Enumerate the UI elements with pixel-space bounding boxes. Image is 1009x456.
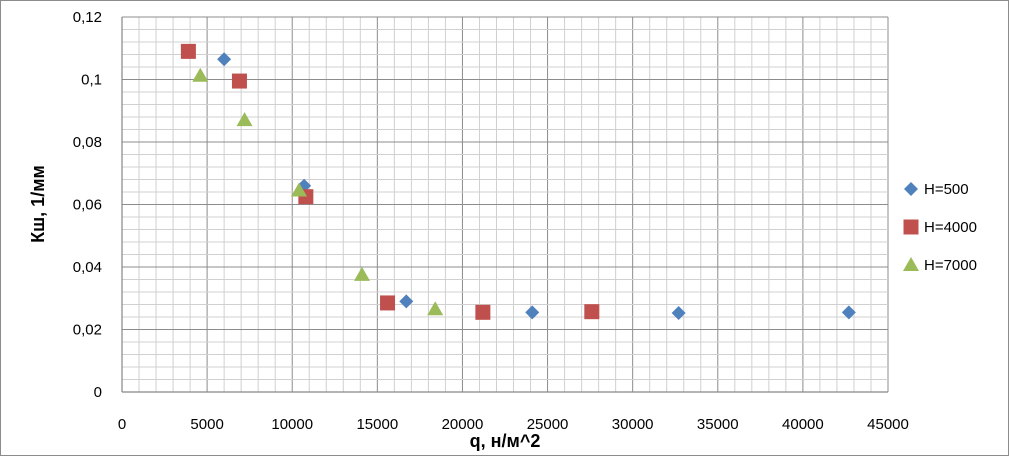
data-point-h-7000	[236, 112, 253, 127]
data-point-h-7000	[354, 266, 371, 281]
legend-label-h-7000: H=7000	[924, 257, 977, 274]
data-point-h-7000	[427, 301, 444, 316]
y-tick-label: 0,02	[73, 322, 102, 339]
x-tick-label: 0	[118, 416, 126, 433]
data-point-h-500	[671, 305, 686, 320]
data-points	[180, 43, 856, 320]
x-tick-label: 45000	[867, 416, 909, 433]
y-axis-title: Кш, 1/мм	[28, 165, 48, 243]
data-point-h-500	[841, 305, 856, 320]
data-point-h-4000	[231, 73, 247, 89]
data-point-h-500	[525, 305, 540, 320]
x-axis-title: q, н/м^2	[470, 431, 541, 451]
y-tick-label: 0	[94, 384, 102, 401]
axes	[121, 17, 888, 393]
legend-label-h-4000: H=4000	[924, 219, 977, 236]
data-point-h-7000	[291, 182, 308, 197]
x-tick-label: 10000	[271, 416, 313, 433]
x-tick-label: 30000	[612, 416, 654, 433]
legend-marker-h-500	[904, 182, 918, 196]
legend-marker-h-4000	[903, 219, 919, 235]
legend: H=500 H=4000 H=7000	[903, 181, 977, 274]
data-point-h-7000	[192, 67, 209, 82]
y-tick-label: 0,04	[73, 259, 102, 276]
data-point-h-4000	[475, 304, 491, 320]
data-point-h-4000	[584, 304, 600, 320]
x-tick-label: 20000	[442, 416, 484, 433]
y-tick-labels: 0 0,02 0,04 0,06 0,08 0,1 0,12	[73, 9, 102, 401]
data-point-h-500	[399, 294, 414, 309]
data-point-h-500	[217, 52, 232, 67]
x-tick-labels: 0 5000 10000 15000 20000 25000 30000 35000 40000…	[118, 416, 909, 433]
x-tick-label: 5000	[190, 416, 223, 433]
y-tick-label: 0,08	[73, 134, 102, 151]
x-tick-label: 35000	[697, 416, 739, 433]
grid-lines	[121, 16, 889, 393]
y-tick-label: 0,06	[73, 197, 102, 214]
y-tick-label: 0,1	[81, 72, 102, 89]
x-tick-label: 40000	[782, 416, 824, 433]
y-tick-label: 0,12	[73, 9, 102, 26]
legend-marker-h-7000	[903, 257, 919, 271]
x-tick-label: 25000	[527, 416, 569, 433]
legend-label-h-500: H=500	[924, 181, 969, 198]
x-tick-label: 15000	[356, 416, 398, 433]
data-point-h-4000	[380, 295, 396, 311]
data-point-h-4000	[180, 43, 196, 59]
